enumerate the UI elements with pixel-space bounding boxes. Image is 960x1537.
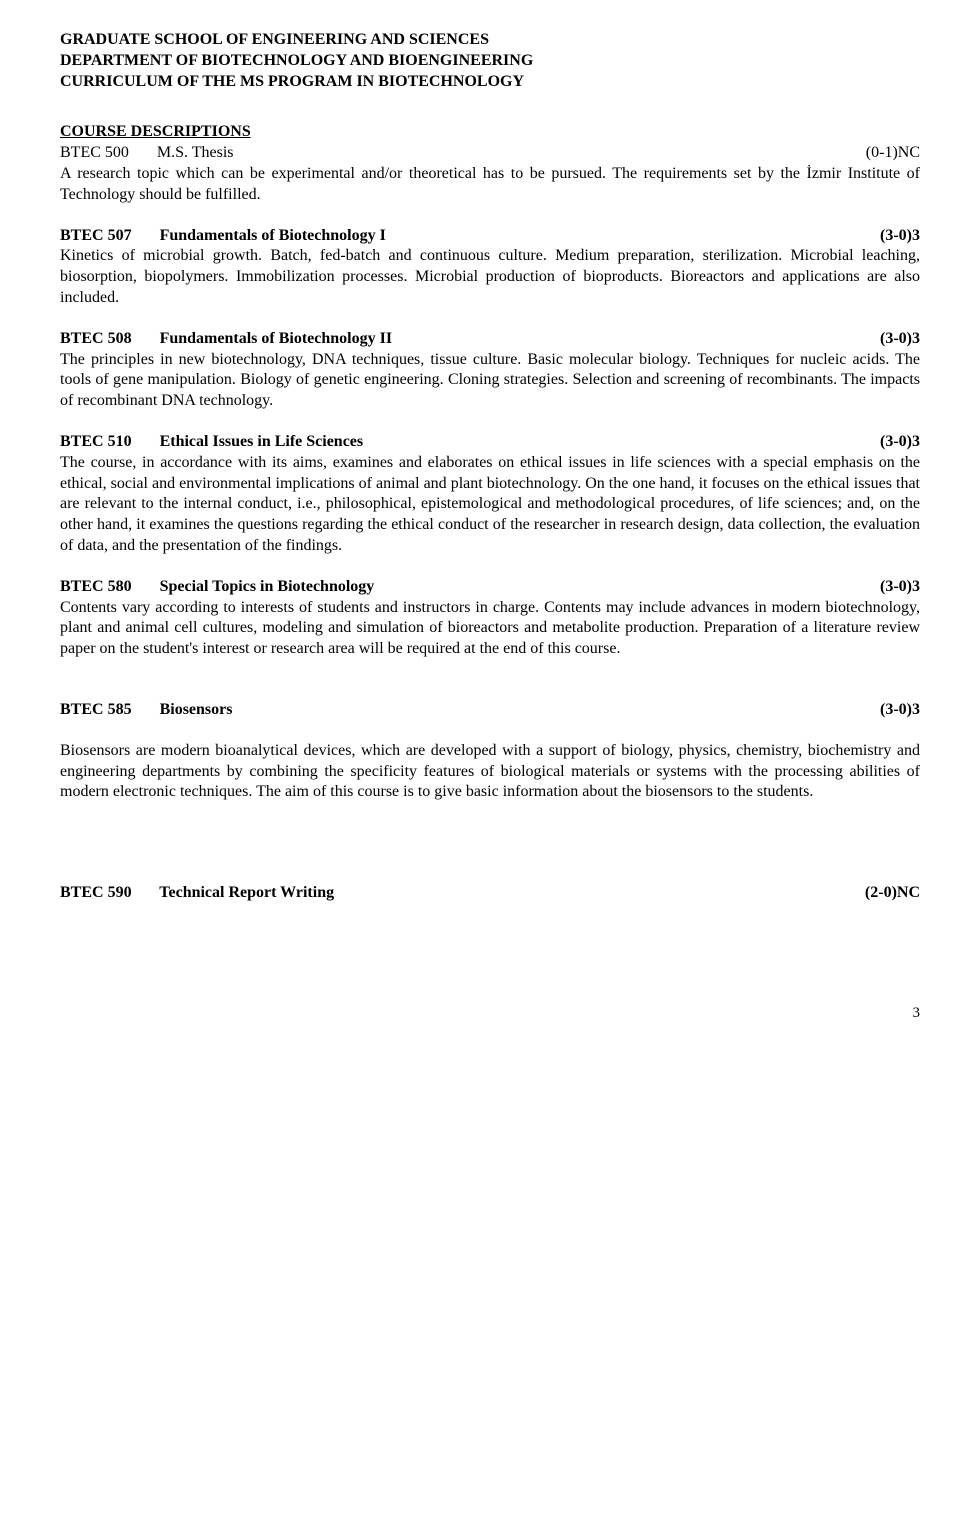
course-507-header: BTEC 507 Fundamentals of Biotechnology I… [60, 226, 920, 247]
header-line-2: DEPARTMENT OF BIOTECHNOLOGY AND BIOENGIN… [60, 51, 920, 72]
course-585-description: Biosensors are modern bioanalytical devi… [60, 741, 920, 803]
course-510-header: BTEC 510 Ethical Issues in Life Sciences… [60, 432, 920, 453]
course-590-header: BTEC 590 Technical Report Writing (2-0)N… [60, 883, 920, 904]
header-line-3: CURRICULUM OF THE MS PROGRAM IN BIOTECHN… [60, 72, 920, 93]
spacer [60, 823, 920, 883]
course-500-code-title: BTEC 500 M.S. Thesis [60, 143, 234, 164]
course-585-credits: (3-0)3 [880, 700, 920, 721]
course-508-code-title: BTEC 508 Fundamentals of Biotechnology I… [60, 329, 392, 350]
course-580-credits: (3-0)3 [880, 577, 920, 598]
header-line-1: GRADUATE SCHOOL OF ENGINEERING AND SCIEN… [60, 30, 920, 51]
course-510-credits: (3-0)3 [880, 432, 920, 453]
course-510-description: The course, in accordance with its aims,… [60, 453, 920, 557]
spacer [60, 721, 920, 741]
course-500-credits: (0-1)NC [866, 143, 920, 164]
course-508-description: The principles in new biotechnology, DNA… [60, 350, 920, 412]
course-508-header: BTEC 508 Fundamentals of Biotechnology I… [60, 329, 920, 350]
course-510-code-title: BTEC 510 Ethical Issues in Life Sciences [60, 432, 363, 453]
spacer [60, 680, 920, 700]
course-508-credits: (3-0)3 [880, 329, 920, 350]
course-500-header: BTEC 500 M.S. Thesis (0-1)NC [60, 143, 920, 164]
section-title: COURSE DESCRIPTIONS [60, 122, 920, 143]
page-number: 3 [60, 1004, 920, 1024]
course-580-code-title: BTEC 580 Special Topics in Biotechnology [60, 577, 374, 598]
course-585-code-title: BTEC 585 Biosensors [60, 700, 232, 721]
course-590-credits: (2-0)NC [865, 883, 920, 904]
course-580-header: BTEC 580 Special Topics in Biotechnology… [60, 577, 920, 598]
course-585-header: BTEC 585 Biosensors (3-0)3 [60, 700, 920, 721]
course-507-code-title: BTEC 507 Fundamentals of Biotechnology I [60, 226, 386, 247]
course-580-description: Contents vary according to interests of … [60, 598, 920, 660]
course-500-description: A research topic which can be experiment… [60, 164, 920, 206]
course-507-description: Kinetics of microbial growth. Batch, fed… [60, 246, 920, 308]
course-590-code-title: BTEC 590 Technical Report Writing [60, 883, 334, 904]
course-507-credits: (3-0)3 [880, 226, 920, 247]
